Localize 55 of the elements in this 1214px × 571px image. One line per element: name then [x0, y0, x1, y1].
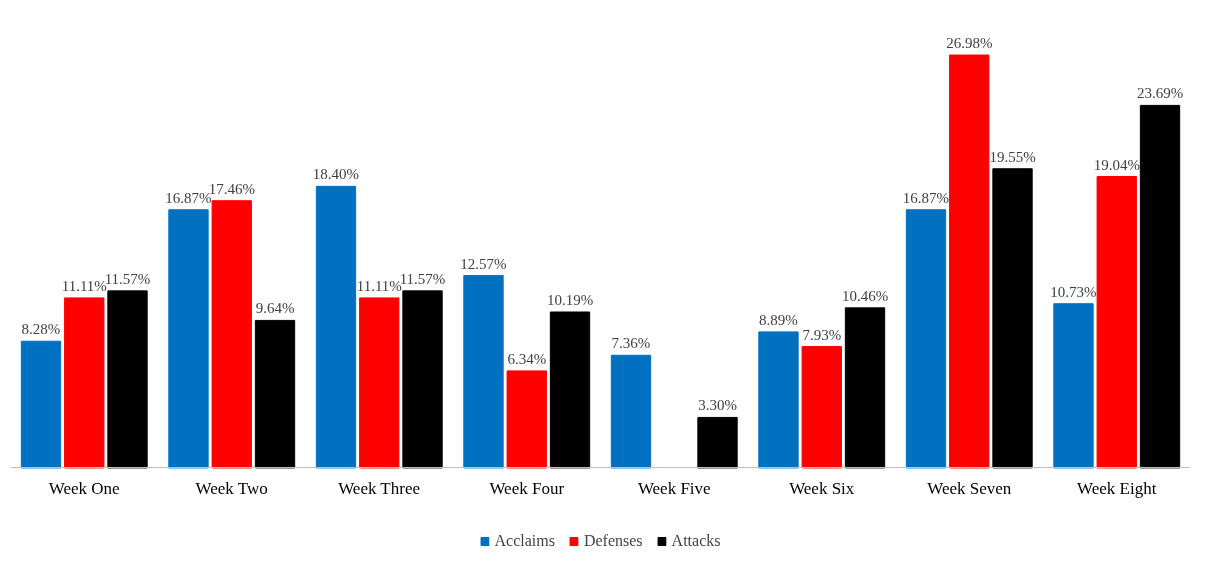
bar [1139, 104, 1181, 469]
bar [992, 168, 1033, 469]
data-label: 18.40% [312, 166, 360, 183]
x-tick-label: Week Three [338, 478, 421, 498]
data-label: 11.57% [399, 270, 446, 287]
bar [315, 185, 357, 469]
data-label: 16.87% [902, 189, 950, 206]
x-tick-label: Week Four [489, 478, 565, 498]
data-label: 12.57% [460, 255, 507, 272]
bar [402, 290, 443, 469]
legend-label: Acclaims [494, 532, 555, 550]
bar [359, 297, 400, 469]
data-label: 8.28% [21, 321, 61, 338]
bar [905, 209, 947, 469]
data-label: 19.55% [989, 148, 1036, 165]
legend-label: Attacks [671, 532, 721, 550]
data-label: 3.30% [698, 397, 737, 414]
bar [211, 200, 252, 469]
data-label: 11.11% [61, 277, 107, 294]
data-label: 6.34% [507, 350, 547, 367]
data-label: 7.93% [802, 326, 842, 343]
bar [64, 297, 105, 469]
bar [1053, 303, 1094, 469]
data-label: 9.64% [255, 300, 295, 317]
x-tick-label: Week Six [789, 478, 855, 498]
x-tick-label: Week Eight [1077, 478, 1157, 498]
data-label: 19.04% [1093, 156, 1140, 173]
data-label: 7.36% [611, 335, 651, 352]
x-tick-label: Week Seven [927, 478, 1012, 498]
bar [1096, 176, 1137, 469]
bar [20, 340, 62, 469]
data-label: 8.89% [759, 311, 798, 328]
data-label: 10.19% [546, 291, 594, 308]
bar [107, 290, 148, 469]
bar [801, 346, 842, 469]
bar [254, 319, 296, 469]
legend-label: Defenses [583, 532, 643, 550]
data-label: 10.46% [841, 287, 889, 304]
bar [463, 275, 504, 469]
bar [610, 354, 652, 469]
bar [506, 370, 547, 469]
bar [949, 54, 990, 469]
data-label: 26.98% [946, 35, 993, 52]
data-label: 23.69% [1136, 85, 1184, 102]
x-tick-label: Week One [48, 478, 120, 498]
bar [697, 416, 738, 469]
bar [844, 307, 886, 469]
bar [549, 311, 591, 469]
x-tick-label: Week Two [195, 478, 268, 498]
data-label: 11.11% [356, 277, 402, 294]
data-label: 11.57% [104, 270, 151, 287]
data-label: 10.73% [1050, 283, 1097, 300]
bar [758, 331, 799, 469]
x-tick-label: Week Five [637, 478, 711, 498]
bar [168, 209, 209, 469]
